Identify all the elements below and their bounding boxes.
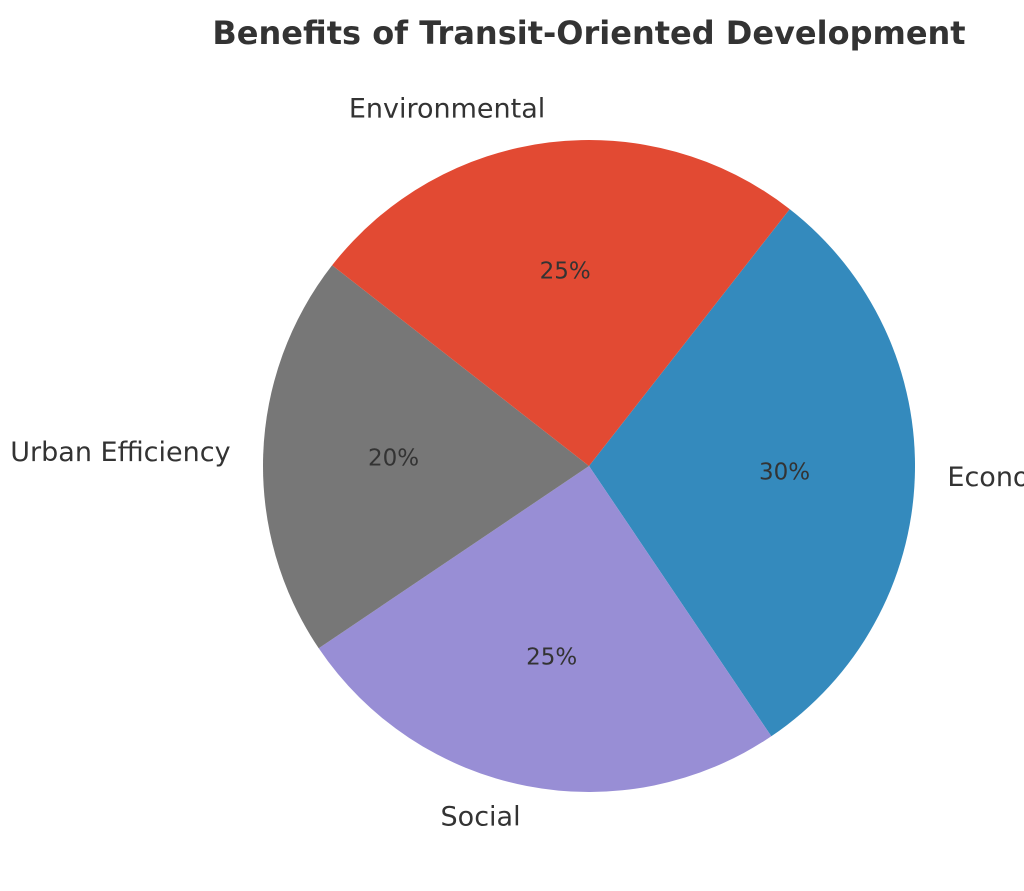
pct-label-economic: 30% <box>759 459 810 485</box>
pie-slice-economic <box>589 209 916 737</box>
slice-label-environmental: Environmental <box>349 94 545 125</box>
slice-label-social: Social <box>441 802 521 833</box>
slice-label-economic: Economic <box>947 462 1024 493</box>
slice-label-urban-efficiency: Urban Efficiency <box>10 437 230 468</box>
pie-slice-environmental <box>332 139 790 466</box>
pct-label-environmental: 25% <box>540 258 591 284</box>
labels-layer: Economic 30% Social 25% Urban Efficiency 20% E… <box>10 94 1024 833</box>
pie-slice-social <box>318 466 772 793</box>
slices-layer <box>262 139 916 793</box>
pie-slice-urban-efficiency <box>262 265 589 649</box>
chart-title: Benefits of Transit-Oriented Development <box>212 14 965 52</box>
pct-label-urban-efficiency: 20% <box>368 446 419 472</box>
pct-label-social: 25% <box>526 645 577 671</box>
